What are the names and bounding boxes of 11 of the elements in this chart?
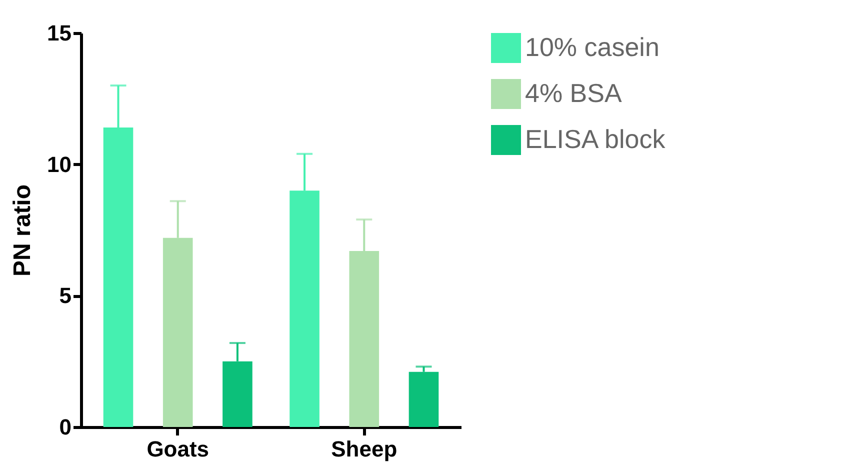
x-tick-label: Sheep [331,436,398,462]
legend-label: 4% BSA [525,78,622,108]
y-tick-label: 0 [59,414,72,440]
y-axis-title: PN ratio [9,184,36,277]
legend-label: ELISA block [525,124,666,154]
y-tick-label: 10 [47,152,72,177]
y-tick-label: 5 [59,283,72,308]
bar [408,372,439,427]
y-tick-label: 15 [47,20,72,46]
legend-label: 10% casein [525,32,660,62]
x-tick-label: Goats [146,436,210,462]
